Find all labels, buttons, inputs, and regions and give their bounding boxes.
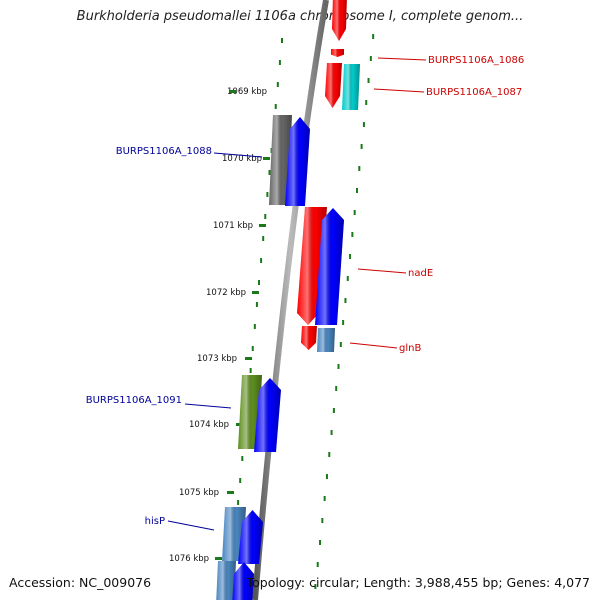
kbp-tick-label: 1072 kbp [206, 288, 246, 298]
chromosome-backbone [252, 0, 329, 600]
gene-features[interactable] [216, 0, 360, 600]
kbp-tick-label: 1071 kbp [213, 221, 253, 231]
kbp-tick-label: 1073 kbp [197, 354, 237, 364]
map-title: Burkholderia pseudomallei 1106a chromoso… [76, 9, 524, 24]
kbp-scale: 1069 kbp 1070 kbp 1071 kbp 1072 kbp 1073 kbp… [169, 87, 270, 564]
gene-label[interactable]: nadE [408, 268, 433, 279]
gene-label[interactable]: BURPS1106A_1087 [426, 87, 522, 98]
kbp-tick-label: 1069 kbp [227, 87, 267, 97]
kbp-tick-label: 1076 kbp [169, 554, 209, 564]
gene-labels[interactable]: BURPS1106A_1086 BURPS1106A_1087 BURPS1106A… [86, 55, 525, 531]
accession-text: Accession: NC_009076 [9, 575, 152, 590]
gene-label[interactable]: hisP [145, 516, 165, 527]
gene-label[interactable]: BURPS1106A_1088 [116, 146, 212, 157]
kbp-tick-label: 1070 kbp [222, 154, 262, 164]
kbp-tick-label: 1074 kbp [189, 420, 229, 430]
gene-label[interactable]: BURPS1106A_1086 [428, 55, 524, 66]
gene-label[interactable]: BURPS1106A_1091 [86, 395, 182, 406]
gene-label[interactable]: glnB [399, 343, 421, 354]
kbp-tick-label: 1075 kbp [179, 488, 219, 498]
topology-text: Topology: circular; Length: 3,988,455 bp… [246, 575, 590, 590]
